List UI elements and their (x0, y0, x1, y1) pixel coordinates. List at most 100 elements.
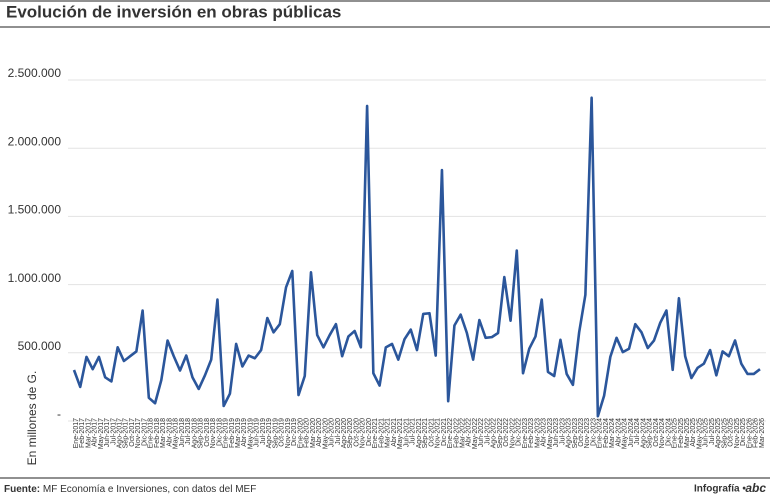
x-tick-label: Ene-2024 (597, 418, 604, 448)
x-tick-label: Feb-2021 (378, 418, 385, 448)
x-tick-label: Dic-2024 (665, 418, 672, 446)
x-tick-label: Ene-2023 (522, 418, 529, 448)
x-tick-label: Ago-2025 (715, 418, 722, 448)
x-tick-label: May-2023 (547, 418, 554, 449)
x-tick-label: Feb-2017 (79, 418, 86, 448)
x-tick-label: Ago-2019 (266, 418, 273, 448)
x-tick-label: Oct-2017 (129, 418, 136, 447)
x-tick-label: Jul-2020 (335, 418, 342, 445)
x-tick-label: Mar-2018 (160, 418, 167, 448)
x-tick-label: Oct-2025 (728, 418, 735, 447)
x-tick-label: Ene-2026 (746, 418, 753, 448)
x-tick-label: Ene-2019 (223, 418, 230, 448)
x-tick-label: Ene-2021 (372, 418, 379, 448)
x-tick-label: Abr-2021 (391, 418, 398, 447)
x-tick-label: Jul-2017 (110, 418, 117, 445)
x-tick-label: Sep-2019 (272, 418, 279, 448)
x-tick-label: Dic-2018 (216, 418, 223, 446)
x-tick-label: Jul-2023 (559, 418, 566, 445)
x-tick-label: May-2020 (322, 418, 329, 449)
x-tick-label: May-2019 (247, 418, 254, 449)
data-line (72, 96, 761, 418)
x-tick-label: Abr-2017 (92, 418, 99, 447)
x-tick-label: Abr-2019 (241, 418, 248, 447)
x-tick-label: Oct-2018 (204, 418, 211, 447)
x-tick-label: May-2025 (696, 418, 703, 449)
x-tick-label: Jun-2021 (403, 418, 410, 447)
x-tick-label: Mar-2020 (310, 418, 317, 448)
x-tick-label: Nov-2022 (509, 418, 516, 448)
x-tick-label: Jun-2018 (179, 418, 186, 447)
source: MF Economía e Inversiones, con datos del… (43, 484, 256, 495)
y-tick-label: - (57, 407, 61, 421)
x-tick-label: May-2021 (397, 418, 404, 449)
x-tick-label: Jun-2023 (553, 418, 560, 447)
x-tick-label: Jun-2020 (329, 418, 336, 447)
source-label: Fuente: (4, 484, 40, 495)
x-tick-label: Mar-2017 (85, 418, 92, 448)
x-tick-label: Mar-2022 (459, 418, 466, 448)
x-tick-label: May-2017 (98, 418, 105, 449)
x-tick-label: Mar-2024 (609, 418, 616, 448)
x-tick-label: Nov-2024 (659, 418, 666, 448)
x-tick-label: Ago-2020 (341, 418, 348, 448)
x-tick-label: Feb-2020 (304, 418, 311, 448)
x-tick-label: Sep-2021 (422, 418, 429, 448)
x-tick-label: Nov-2017 (135, 418, 142, 448)
x-tick-label: Feb-2026 (753, 418, 760, 448)
x-tick-label: Jul-2024 (634, 418, 641, 445)
credit: Infografía • (694, 484, 746, 495)
x-tick-label: Oct-2024 (653, 418, 660, 447)
x-tick-label: Oct-2019 (279, 418, 286, 447)
x-tick-label: Abr-2024 (615, 418, 622, 447)
chart-title: Evolución de inversión en obras públicas (6, 2, 341, 21)
x-tick-label: Ago-2017 (116, 418, 123, 448)
x-tick-label: Jul-2022 (484, 418, 491, 445)
x-tick-label: Jul-2019 (260, 418, 267, 445)
x-tick-label: Ene-2018 (148, 418, 155, 448)
x-tick-label: Ago-2024 (640, 418, 647, 448)
x-tick-label: Jul-2018 (185, 418, 192, 445)
y-tick-label: 2.500.000 (8, 66, 62, 80)
x-tick-label: Dic-2025 (740, 418, 747, 446)
x-tick-label: Jun-2025 (703, 418, 710, 447)
y-axis-label: En millones de G. (25, 371, 39, 466)
x-tick-label: Mar-2019 (235, 418, 242, 448)
x-tick-label: Nov-2023 (584, 418, 591, 448)
x-tick-label: Ago-2023 (566, 418, 573, 448)
x-tick-label: Feb-2024 (603, 418, 610, 448)
footer: Fuente: MF Economía e Inversiones, con d… (4, 484, 256, 495)
x-tick-label: Jun-2017 (104, 418, 111, 447)
x-tick-label: Ene-2025 (672, 418, 679, 448)
x-tick-label: Feb-2022 (453, 418, 460, 448)
x-tick-label: Oct-2021 (428, 418, 435, 447)
x-tick-label: Nov-2025 (734, 418, 741, 448)
x-tick-label: Dic-2017 (141, 418, 148, 446)
y-tick-label: 2.000.000 (8, 134, 62, 148)
y-tick-label: 1.500.000 (8, 203, 62, 217)
x-tick-label: Feb-2018 (154, 418, 161, 448)
x-tick-label: Jun-2022 (478, 418, 485, 447)
x-tick-label: Oct-2020 (353, 418, 360, 447)
x-tick-label: Sep-2023 (572, 418, 579, 448)
x-tick-label: Sep-2025 (721, 418, 728, 448)
logo: abc (745, 481, 766, 495)
x-tick-label: Ene-2020 (297, 418, 304, 448)
x-tick-label: May-2024 (622, 418, 629, 449)
x-tick-label: May-2022 (472, 418, 479, 449)
x-tick-label: Abr-2025 (690, 418, 697, 447)
x-tick-label: Ene-2022 (447, 418, 454, 448)
x-tick-label: Nov-2018 (210, 418, 217, 448)
x-tick-label: Jul-2025 (709, 418, 716, 445)
x-tick-label: Sep-2024 (647, 418, 654, 448)
x-tick-label: Dic-2023 (590, 418, 597, 446)
x-tick-label: Mar-2025 (684, 418, 691, 448)
x-tick-label: Ago-2021 (416, 418, 423, 448)
x-tick-label: Mar-2023 (534, 418, 541, 448)
x-tick-label: Sep-2020 (347, 418, 354, 448)
y-tick-label: 500.000 (18, 339, 62, 353)
x-tick-label: Mar-2021 (385, 418, 392, 448)
x-tick-label: Dic-2020 (366, 418, 373, 446)
x-tick-label: Nov-2021 (435, 418, 442, 448)
